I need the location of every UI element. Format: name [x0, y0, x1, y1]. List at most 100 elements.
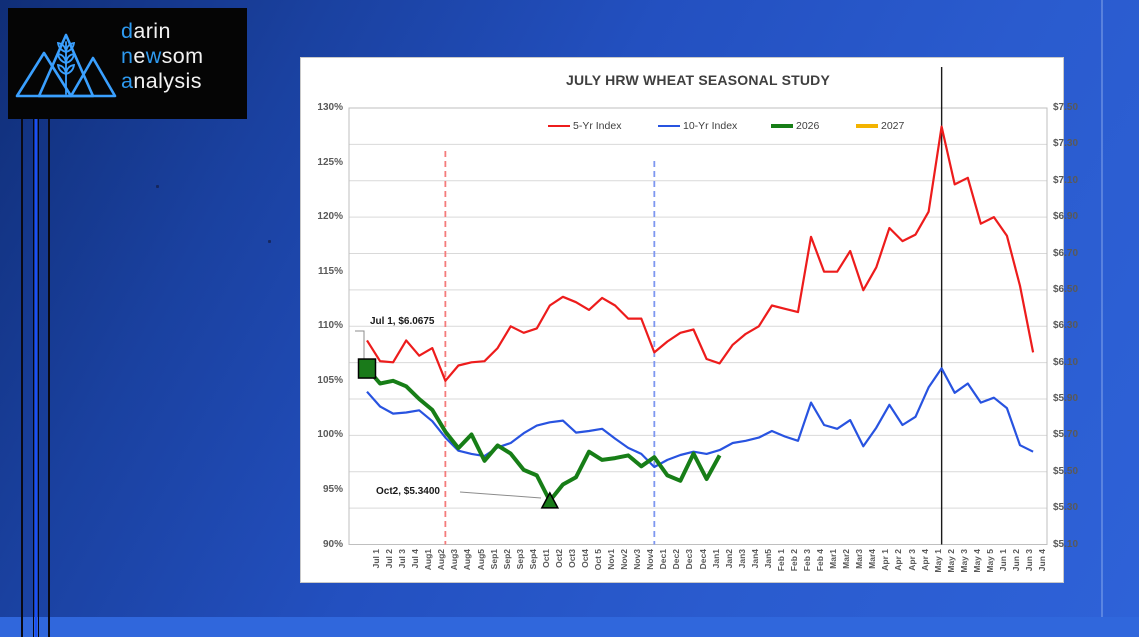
- y-right-tick-label: $5.50: [1053, 465, 1079, 477]
- y-right-tick-label: $7.10: [1053, 174, 1079, 186]
- x-tick-label: Apr 4: [919, 549, 930, 571]
- x-tick-label: Sep1: [488, 549, 499, 570]
- x-tick-label: Apr 3: [906, 549, 917, 571]
- window-edge-line: [37, 119, 39, 637]
- x-tick-label: Dec3: [684, 549, 695, 570]
- y-right-tick-label: $6.90: [1053, 211, 1079, 223]
- x-tick-label: Jan4: [749, 549, 760, 569]
- x-tick-label: Mar3: [854, 549, 865, 569]
- bottom-taskbar-strip: [0, 617, 1139, 637]
- legend-item-2026[interactable]: 2026: [771, 119, 819, 133]
- x-tick-label: Jul 4: [410, 549, 421, 569]
- x-tick-label: Aug3: [449, 549, 460, 571]
- x-tick-label: Oct 5: [593, 549, 603, 571]
- window-edge-line: [33, 119, 34, 637]
- x-tick-label: Mar1: [828, 549, 839, 569]
- y-right-tick-label: $5.30: [1053, 502, 1079, 514]
- x-tick-label: Jan2: [723, 549, 734, 569]
- x-tick-label: Mar4: [867, 549, 878, 569]
- x-tick-label: Jun 1: [997, 549, 1008, 572]
- legend-line-red: [548, 125, 570, 127]
- annotation-jul1: Jul 1, $6.0675: [370, 316, 435, 327]
- x-tick-label: Apr 1: [880, 549, 891, 571]
- y-right-tick-label: $5.90: [1053, 393, 1079, 404]
- mountains-wheat-icon: [15, 33, 117, 98]
- x-tick-label: Feb 4: [815, 549, 825, 572]
- x-tick-label: Aug5: [475, 549, 486, 571]
- x-tick-label: May 2: [945, 549, 956, 573]
- x-tick-label: Nov2: [619, 549, 630, 570]
- x-tick-label: Sep2: [501, 549, 512, 570]
- x-tick-label: Jan5: [762, 549, 773, 569]
- x-tick-label: Jul 3: [397, 549, 408, 569]
- legend-label: 2026: [796, 120, 820, 132]
- x-tick-label: Feb 3: [802, 549, 812, 572]
- legend-item-5yr[interactable]: 5-Yr Index: [548, 119, 621, 133]
- x-tick-label: Apr 2: [893, 549, 904, 571]
- x-tick-label: Sep3: [514, 549, 525, 570]
- leader-oct2: [459, 491, 542, 499]
- y-right-tick-label: $6.10: [1053, 356, 1079, 368]
- y-left-tick-label: 125%: [317, 156, 343, 168]
- seasonal-study-plot: [348, 67, 1048, 545]
- x-tick-label: Jun 2: [1010, 549, 1021, 572]
- window-edge-line: [21, 119, 23, 637]
- y-left-tick-label: 110%: [317, 320, 343, 332]
- marker-triangle-oct2: [540, 491, 560, 509]
- x-tick-label: Jul 1: [371, 549, 381, 569]
- leader-jul1: [355, 330, 365, 359]
- x-tick-label: Oct2: [553, 549, 564, 568]
- x-tick-label: May 3: [958, 549, 969, 573]
- y-left-tick-label: 90%: [322, 538, 343, 550]
- x-tick-label: Feb 2: [788, 549, 799, 572]
- legend-label: 10-Yr Index: [683, 120, 738, 132]
- dna-logo: darin newsom analysis: [8, 8, 247, 119]
- y-left-tick-label: 130%: [317, 102, 343, 113]
- x-tick-label: Aug4: [462, 549, 473, 571]
- y-left-tick-label: 100%: [317, 429, 343, 441]
- annotation-oct2: Oct2, $5.3400: [376, 486, 440, 497]
- chart-title: JULY HRW WHEAT SEASONAL STUDY: [565, 72, 831, 88]
- x-tick-label: Dec2: [671, 549, 682, 570]
- y-right-tick-label: $6.30: [1053, 320, 1079, 332]
- legend-item-2027[interactable]: 2027: [856, 119, 904, 133]
- screen-artifact-dot: [268, 240, 271, 243]
- x-tick-label: Nov3: [632, 549, 643, 570]
- x-tick-label: Sep4: [527, 549, 538, 570]
- screen-artifact-dot: [156, 185, 159, 188]
- window-edge-line: [47, 119, 50, 637]
- y-right-tick-label: $7.30: [1053, 138, 1079, 150]
- series-2026: [365, 367, 722, 503]
- x-tick-label: Oct3: [566, 549, 577, 568]
- x-tick-label: Feb 1: [775, 549, 786, 572]
- legend-line-blue: [658, 125, 680, 127]
- x-tick-label: Nov1: [606, 549, 617, 570]
- legend-label: 2027: [881, 120, 905, 132]
- y-left-tick-label: 105%: [317, 374, 343, 386]
- x-tick-label: Jan1: [710, 549, 721, 569]
- x-tick-label: Aug1: [423, 549, 434, 571]
- x-tick-label: Aug2: [436, 549, 447, 571]
- legend-item-10yr[interactable]: 10-Yr Index: [658, 119, 737, 133]
- x-tick-label: May 1: [932, 549, 943, 573]
- series-10-Yr-Index: [366, 367, 1034, 469]
- x-tick-label: Dec4: [697, 549, 708, 570]
- y-right-tick-label: $6.70: [1053, 247, 1079, 259]
- y-right-tick-label: $7.50: [1053, 102, 1079, 113]
- series-5-Yr-Index: [366, 125, 1035, 382]
- x-tick-label: Jan3: [736, 549, 747, 569]
- x-tick-label: Dec1: [658, 549, 669, 570]
- x-tick-label: Oct4: [580, 549, 590, 568]
- x-tick-label: Jun 4: [1037, 549, 1048, 572]
- logo-wordmark: darin newsom analysis: [121, 19, 204, 93]
- x-tick-label: Mar2: [841, 549, 852, 569]
- right-edge-separator: [1101, 0, 1103, 617]
- plot-border: [348, 107, 1048, 545]
- chart-panel: JULY HRW WHEAT SEASONAL STUDY 5-Yr Index…: [300, 57, 1078, 583]
- y-right-tick-label: $5.10: [1053, 538, 1079, 550]
- y-left-tick-label: 120%: [317, 211, 343, 223]
- y-left-tick-label: 95%: [322, 483, 343, 495]
- window-edge-highlight: [34, 119, 37, 637]
- x-tick-label: Nov4: [645, 549, 656, 570]
- x-tick-label: May 5: [984, 549, 995, 573]
